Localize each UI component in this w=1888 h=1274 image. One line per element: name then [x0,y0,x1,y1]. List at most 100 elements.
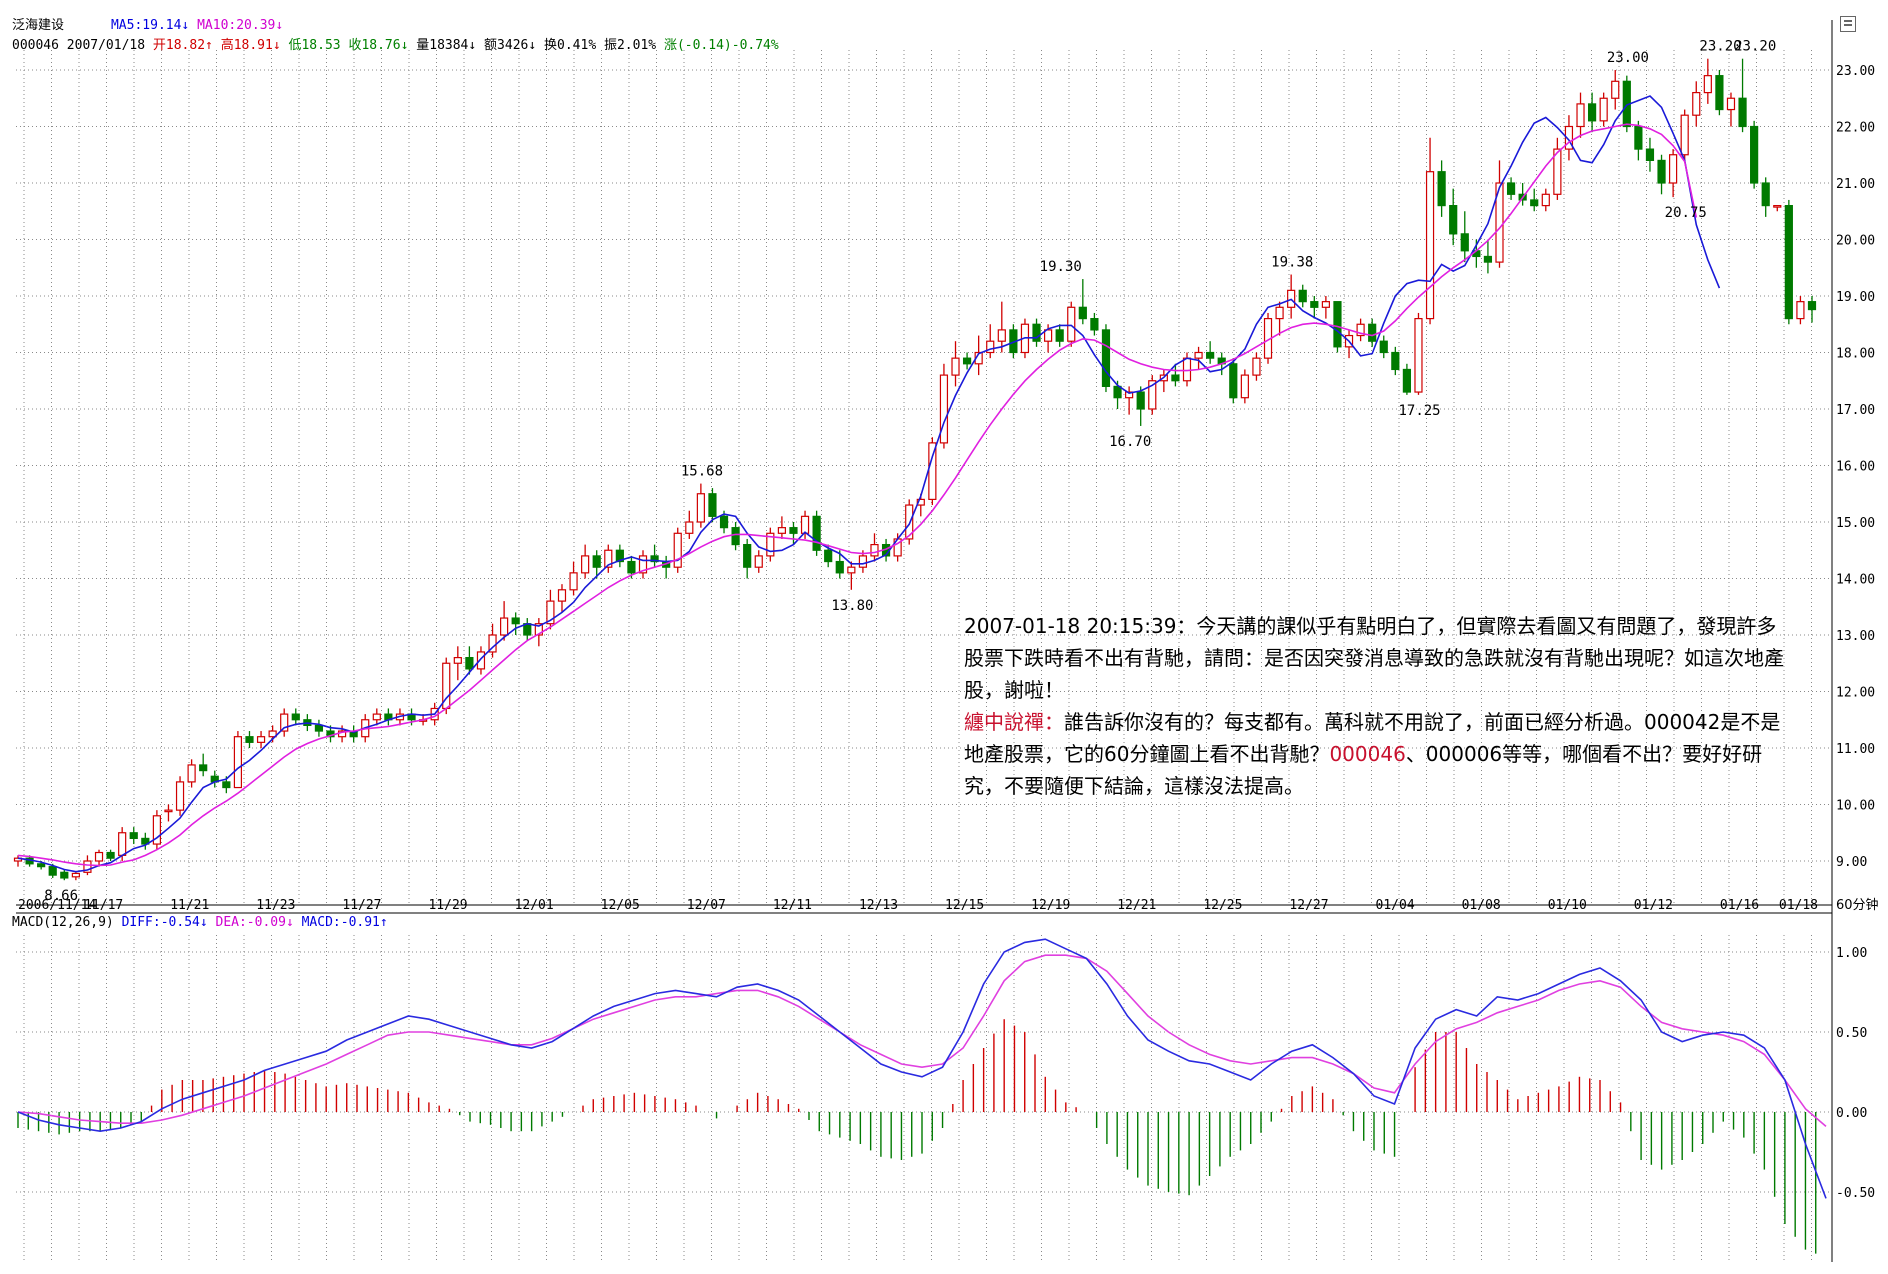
dea-line [17,954,1827,1128]
candle-body [1634,125,1643,150]
candle-body [1564,125,1574,150]
date-tick-label: 12/19 [1031,898,1070,913]
candle-body [1657,159,1666,184]
candle-body [1171,374,1180,382]
candle-body [1761,182,1770,207]
candle-body [1333,301,1342,348]
candle-body [766,532,775,557]
date-tick-label: 12/13 [859,898,898,913]
candle-body [48,866,57,876]
candle-body [476,651,486,670]
date-tick-label: 01/12 [1634,898,1673,913]
panel-toggle-icon[interactable] [1840,16,1856,32]
candle-body [1298,289,1307,303]
candle-body [1101,329,1111,387]
candle-body [615,549,624,563]
date-tick-label: 01/18 [1779,898,1818,913]
diff-line [17,938,1827,1199]
candle-body [1576,103,1585,128]
candle-body [1715,75,1724,111]
open-readout: 开18.82↑ [152,38,213,53]
candle-body [187,764,196,783]
candle-body [256,736,266,743]
candle-body [106,851,115,859]
candle-body [1541,193,1550,207]
candle-body [1252,357,1261,376]
candle-body [835,560,844,574]
low-readout: 低18.53 [288,38,341,53]
price-tick-label: 15.00 [1836,516,1875,531]
candle-body [37,863,46,868]
price-tick-label: 11.00 [1836,742,1875,757]
extreme-value-label: 16.70 [1109,434,1151,450]
candle-body [60,871,69,879]
date-tick-label: 11/23 [256,898,295,913]
candle-body [708,493,717,517]
candle-body [1738,97,1747,128]
candle-body [1425,171,1435,320]
candle-body [1611,80,1620,99]
candle-body [1125,391,1134,399]
candle-body [453,656,462,664]
ma5-line [17,95,1721,873]
quote-header: 000046 2007/01/18 开18.82↑ 高18.91↓ 低18.53… [12,34,779,53]
candle-body [1090,318,1099,331]
stock-name: 泛海建设 [12,18,65,33]
candle-body [314,724,324,732]
date-tick-label: 11/21 [170,898,209,913]
candle-body [129,832,138,840]
answer-text-2: 、000006等等，哪個看不出？要好好研究，不要隨便下結論，這樣沒法提高。 [964,742,1763,798]
price-header: 泛海建设 MA5:19.14↓ MA10:20.39↓ [12,14,283,33]
ma10-readout: MA10:20.39↓ [197,18,284,33]
price-tick-label: 14.00 [1836,573,1875,588]
candle-body [175,781,185,811]
candle-body [13,857,23,862]
macd-header: MACD(12,26,9) DIFF:-0.54↓ DEA:-0.09↓ MAC… [12,915,388,930]
turnover-readout: 换0.41% [544,38,597,53]
candle-body [789,527,798,534]
grid-lines [16,20,1833,1262]
date-tick-label: 2006/11/14 [18,898,96,913]
extreme-value-label: 15.68 [681,464,723,480]
date-tick-label: 11/29 [428,898,467,913]
candle-body [800,515,810,534]
candle-body [1044,329,1053,342]
candle-body [685,521,694,534]
candle-body [1692,91,1701,116]
candle-body [592,555,601,568]
candle-body [1530,199,1539,207]
candle-body [1055,329,1064,342]
question-text: 2007-01-18 20:15:39：今天講的課似乎有點明白了，但實際去看圖又… [964,614,1784,702]
answer-highlight: 000046 [1329,742,1406,766]
code-date: 000046 2007/01/18 [12,38,146,53]
candle-body [812,515,821,551]
candle-body [870,543,879,557]
date-tick-label: 01/10 [1548,898,1587,913]
price-tick-label: 17.00 [1836,403,1875,418]
candle-body [1784,205,1793,320]
macd-readout: MACD:-0.91↑ [301,915,388,930]
date-tick-label: 11/27 [342,898,381,913]
candle-body [1645,148,1655,162]
price-tick-label: 19.00 [1836,290,1875,305]
candle-body [986,340,995,354]
candle-body [1726,97,1736,111]
candle-body [581,555,590,574]
candle-body [1379,340,1388,354]
candle-body [1437,171,1446,207]
candle-body [997,329,1006,342]
date-tick-label: 12/25 [1203,898,1242,913]
price-tick-label: 13.00 [1836,629,1875,644]
candle-body [141,837,150,845]
price-tick-label: 22.00 [1836,121,1875,136]
candle-body [1067,306,1076,342]
candle-body [1773,205,1782,208]
price-tick-label: 10.00 [1836,799,1875,814]
candle-body [291,713,300,721]
price-tick-label: 21.00 [1836,177,1875,192]
candle-body [1599,97,1608,122]
volume-readout: 量18384↓ [416,38,477,53]
candle-body [1275,306,1284,320]
candle-body [719,515,729,529]
